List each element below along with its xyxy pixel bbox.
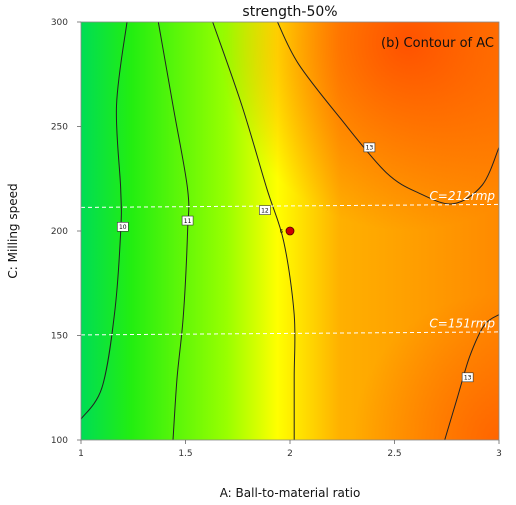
contour-line-11 <box>157 22 190 440</box>
reference-line-label: C=151rmp <box>429 316 495 330</box>
contour-line-13 <box>444 314 499 440</box>
x-tick-label: 2 <box>287 449 293 459</box>
contour-label: 13 <box>366 145 374 152</box>
chart-title: strength-50% <box>242 4 337 20</box>
contour-labels: 10 11 12 13 13 <box>117 142 474 383</box>
contour-label: 12 <box>261 207 269 214</box>
contour-line-12 <box>212 22 296 440</box>
contour-lines <box>81 22 499 440</box>
x-tick-label: 1.5 <box>178 449 192 459</box>
reference-lines: C=212rmp C=151rmp <box>81 189 499 336</box>
y-axis-title: C: Milling speed <box>6 183 20 278</box>
plot-area: C=212rmp C=151rmp 10 11 12 13 13 6 <box>80 21 500 441</box>
x-tick-label: 2.5 <box>387 449 401 459</box>
design-point-group: 6 <box>280 226 295 236</box>
contour-label: 13 <box>464 375 472 382</box>
y-tick-label: 200 <box>51 227 68 237</box>
x-tick-label: 3 <box>496 449 502 459</box>
x-axis-title: A: Ball-to-material ratio <box>220 486 361 500</box>
contour-label: 10 <box>119 224 127 231</box>
contour-label-box <box>117 222 129 232</box>
contour-label-box <box>181 215 194 226</box>
contour-label-box <box>461 372 474 383</box>
reference-line-label: C=212rmp <box>429 189 495 203</box>
x-tick-label: 1 <box>78 449 84 459</box>
contour-label-box <box>363 142 376 153</box>
y-tick-label: 300 <box>51 18 68 28</box>
y-tick-label: 150 <box>51 332 68 342</box>
y-tick-label: 100 <box>51 436 68 446</box>
design-point-label: 6 <box>280 229 283 235</box>
y-tick-label: 250 <box>51 123 68 133</box>
contour-label: 11 <box>184 218 192 225</box>
panel-label: (b) Contour of AC <box>381 36 494 51</box>
contour-label-box <box>259 205 271 215</box>
design-point <box>285 226 295 236</box>
y-axis: 100 150 200 250 300 <box>51 18 81 446</box>
contour-line-13 <box>277 22 499 205</box>
x-axis: 1 1.5 2 2.5 3 <box>78 440 502 459</box>
